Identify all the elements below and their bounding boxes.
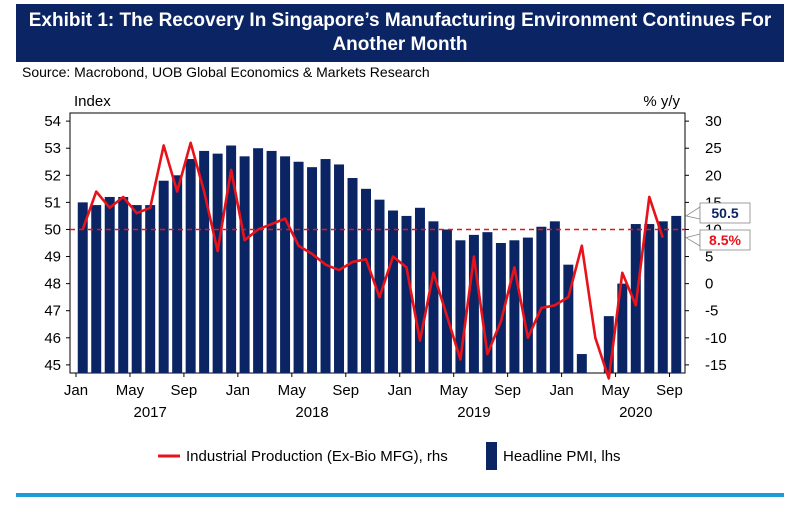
- pmi-bar: [118, 196, 129, 373]
- x-tick-label: Jan: [64, 382, 88, 399]
- pmi-bar: [104, 196, 115, 373]
- pmi-bar: [536, 226, 547, 373]
- end-value-callouts: 50.5 8.5%: [684, 202, 751, 251]
- legend-line-label: Industrial Production (Ex-Bio MFG), rhs: [186, 448, 448, 465]
- callout-value: 50.5: [711, 205, 738, 221]
- right-tick-label: -15: [705, 357, 727, 374]
- pmi-bar: [77, 202, 88, 373]
- pmi-bar: [563, 264, 574, 373]
- right-tick-label: 25: [705, 140, 722, 157]
- x-tick-label: Jan: [388, 382, 412, 399]
- pmi-bar: [91, 205, 102, 373]
- pmi-bar: [145, 205, 156, 373]
- pmi-bar: [307, 167, 318, 373]
- pmi-bar: [280, 156, 291, 373]
- left-tick-label: 53: [44, 140, 61, 157]
- pmi-bars: [77, 145, 682, 374]
- left-tick-label: 52: [44, 167, 61, 184]
- x-tick-label: Jan: [226, 382, 250, 399]
- pmi-bar: [172, 175, 183, 373]
- right-tick-label: 20: [705, 167, 722, 184]
- right-tick-label: -5: [705, 303, 718, 320]
- callout-box: [699, 202, 751, 224]
- left-tick-label: 46: [44, 330, 61, 347]
- x-axis: Jan May Sep Jan May Sep Jan May Sep Jan May Sep2017…: [64, 373, 683, 421]
- pmi-bar: [455, 240, 466, 373]
- callout-box: [699, 229, 751, 251]
- pmi-bar: [617, 283, 628, 374]
- pmi-bar: [401, 215, 412, 373]
- left-tick-label: 54: [44, 113, 61, 130]
- pmi-bar: [603, 316, 614, 373]
- right-axis-label: % y/y: [643, 93, 680, 110]
- pmi-bar: [576, 354, 587, 373]
- x-tick-label: Sep: [171, 382, 198, 399]
- left-tick-label: 45: [44, 357, 61, 374]
- exhibit-title: Exhibit 1: The Recovery In Singapore’s M…: [28, 10, 772, 55]
- left-tick-label: 50: [44, 221, 61, 238]
- pmi-bar: [671, 215, 682, 373]
- x-tick-label: May: [116, 382, 145, 399]
- right-tick-label: 5: [705, 249, 713, 266]
- x-tick-label: Sep: [332, 382, 359, 399]
- pmi-bar: [293, 161, 304, 373]
- callout-pointer: [684, 233, 701, 247]
- pmi-bar: [226, 145, 237, 373]
- pmi-bar: [468, 234, 479, 373]
- pmi-bar: [657, 221, 668, 373]
- left-tick-label: 49: [44, 249, 61, 266]
- x-tick-label: May: [440, 382, 469, 399]
- left-axis: 45 46 47 48 49 50 51 52 53 54: [44, 113, 70, 374]
- right-tick-label: -10: [705, 330, 727, 347]
- pmi-bar: [185, 159, 196, 373]
- left-tick-label: 48: [44, 276, 61, 293]
- pmi-bar: [509, 240, 520, 373]
- industrial-production-line: [81, 141, 665, 380]
- pmi-bar: [266, 150, 277, 373]
- pmi-bar: [361, 188, 371, 373]
- x-tick-label: May: [601, 382, 630, 399]
- left-axis-label: Index: [74, 93, 111, 110]
- footer-rule: [16, 493, 784, 497]
- exhibit-header: Exhibit 1: The Recovery In Singapore’s M…: [16, 4, 784, 62]
- legend-bar-swatch: [486, 442, 497, 470]
- pmi-bar: [522, 237, 533, 373]
- pmi-bar: [131, 205, 142, 373]
- right-tick-label: 30: [705, 113, 722, 130]
- pmi-bar: [549, 221, 560, 373]
- pmi-bar: [441, 229, 452, 373]
- pmi-bar: [428, 221, 439, 373]
- callout-pointer: [684, 206, 701, 220]
- pmi-bar: [374, 199, 385, 373]
- left-tick-label: 51: [44, 194, 61, 211]
- x-tick-label: Sep: [494, 382, 521, 399]
- x-tick-label: Sep: [656, 382, 683, 399]
- pmi-bar: [253, 148, 264, 373]
- pmi-bar: [644, 224, 655, 373]
- pmi-bar: [482, 232, 493, 373]
- x-tick-label: May: [278, 382, 307, 399]
- legend: Industrial Production (Ex-Bio MFG), rhs …: [158, 442, 621, 470]
- pmi-bar: [414, 207, 425, 373]
- pmi-bar: [212, 153, 223, 373]
- pmi-bar: [158, 180, 169, 373]
- pmi-bar: [347, 178, 358, 373]
- year-label: 2020: [619, 404, 652, 421]
- year-label: 2018: [295, 404, 328, 421]
- pmi-bar: [239, 156, 250, 373]
- x-tick-label: Jan: [550, 382, 574, 399]
- right-tick-label: 0: [705, 276, 713, 293]
- year-label: 2017: [134, 404, 167, 421]
- callout-value: 8.5%: [709, 232, 741, 248]
- source-note: Source: Macrobond, UOB Global Economics …: [22, 64, 430, 80]
- pmi-bar: [495, 243, 506, 373]
- pmi-bar: [199, 150, 210, 373]
- pmi-bar: [388, 210, 398, 373]
- left-tick-label: 47: [44, 303, 61, 320]
- legend-bar-label: Headline PMI, lhs: [503, 448, 621, 465]
- year-label: 2019: [457, 404, 490, 421]
- right-axis: -15-10-5051015202530: [685, 113, 727, 374]
